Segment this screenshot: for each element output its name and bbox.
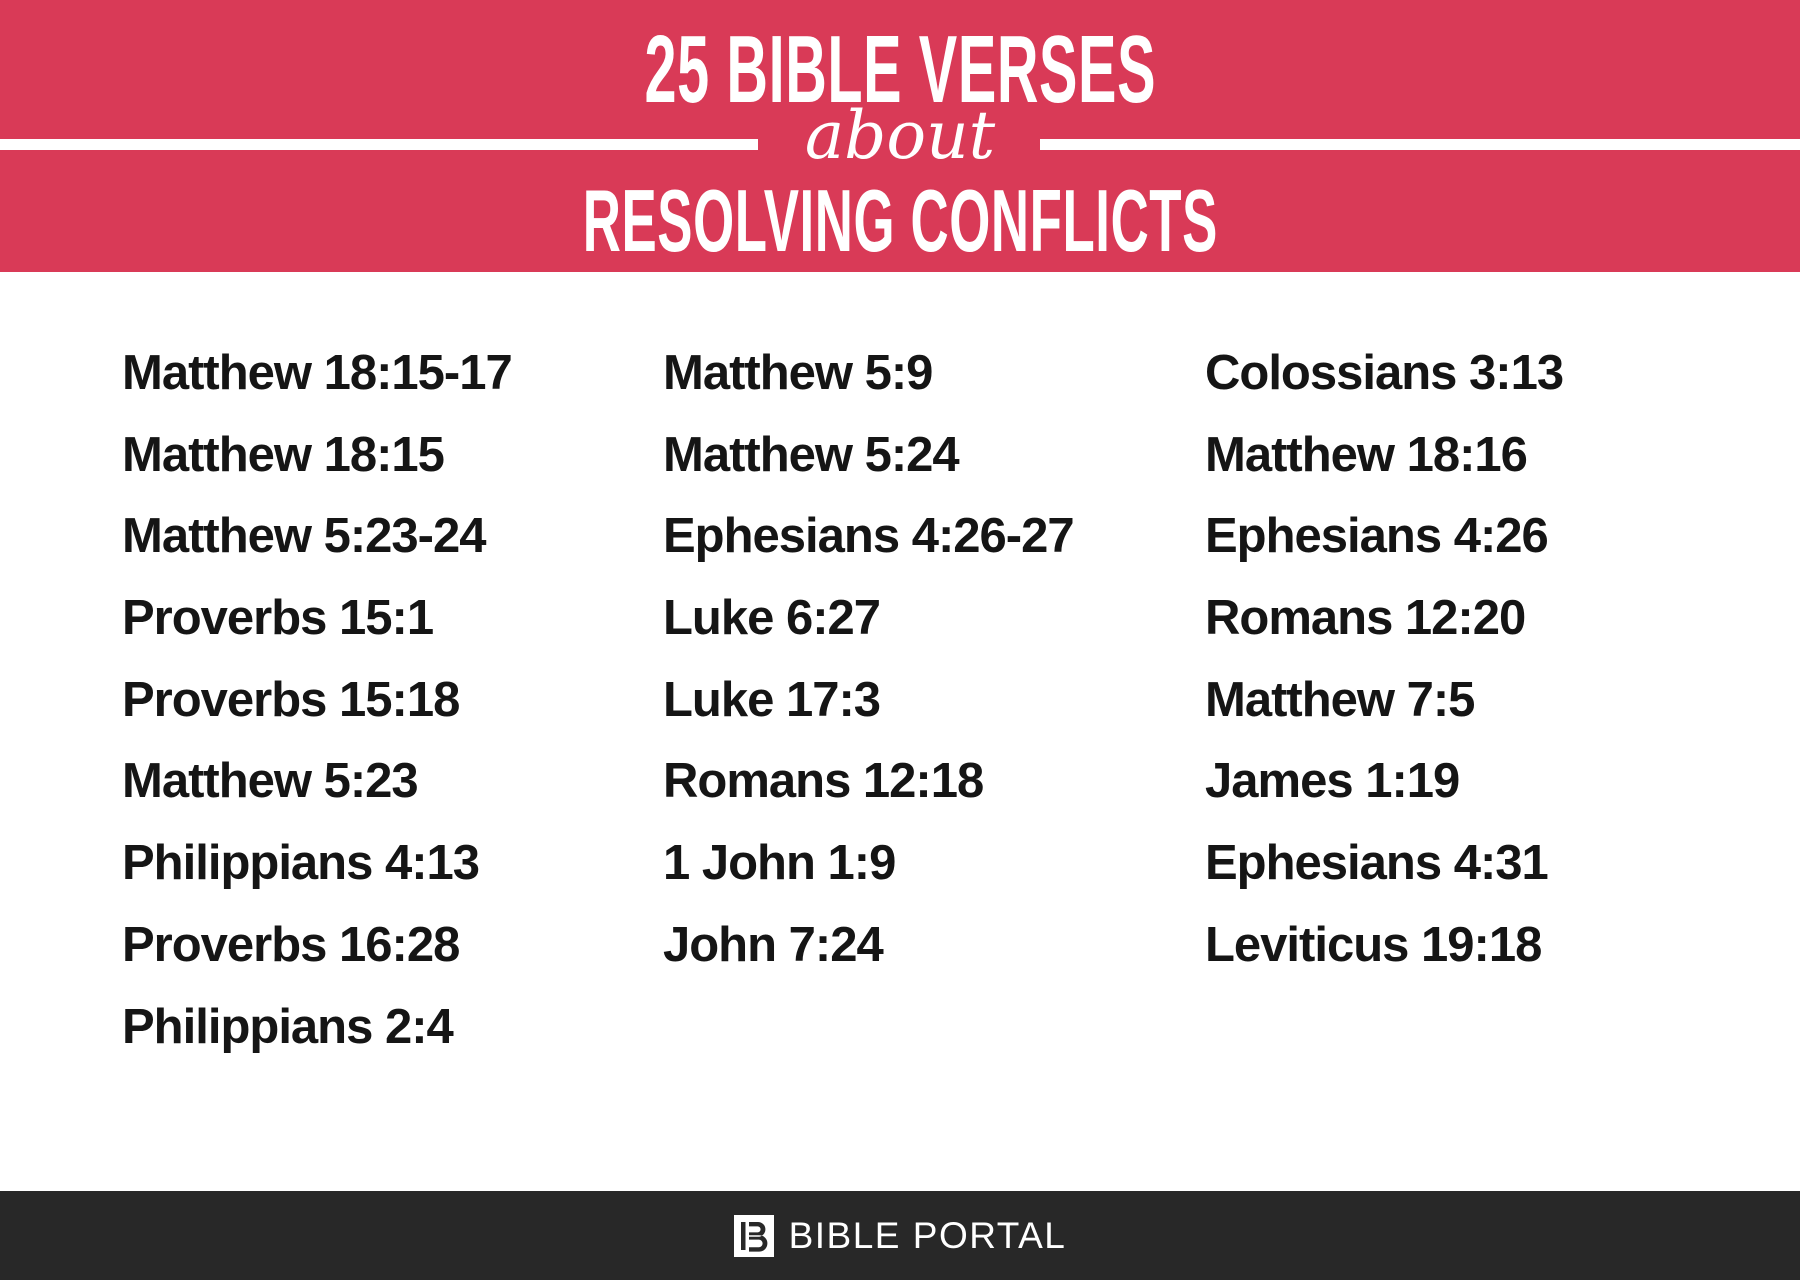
header-banner: 25 BIBLE VERSES about RESOLVING CONFLICT… (0, 0, 1800, 272)
verse-item: Proverbs 15:1 (122, 591, 434, 646)
verse-item: Proverbs 15:18 (122, 672, 460, 727)
bible-portal-logo-icon (733, 1214, 774, 1257)
verse-item: Matthew 18:16 (1205, 427, 1528, 482)
verse-item: Leviticus 19:18 (1205, 917, 1542, 972)
page-title-connector: about (804, 97, 996, 174)
verse-item: 1 John 1:9 (663, 836, 896, 891)
divider-line-left (0, 139, 758, 150)
verse-item: Proverbs 16:28 (122, 917, 460, 972)
verse-item: Ephesians 4:26-27 (663, 509, 1075, 564)
verse-item: Matthew 5:23-24 (122, 509, 487, 564)
verse-item: James 1:19 (1205, 754, 1460, 809)
verse-item: Romans 12:20 (1205, 591, 1526, 646)
page-title-topic-text: RESOLVING CONFLICTS (582, 171, 1218, 270)
page-title-count-text: 25 BIBLE VERSES (644, 16, 1156, 123)
verse-item: Ephesians 4:26 (1205, 509, 1549, 564)
verse-item: Luke 17:3 (663, 672, 881, 727)
verse-item: John 7:24 (663, 917, 884, 972)
verse-column-2: Matthew 5:9 Matthew 5:24 Ephesians 4:26-… (663, 333, 1203, 987)
verse-item: Matthew 5:23 (122, 754, 419, 809)
verse-item: Philippians 4:13 (122, 836, 480, 891)
verse-item: Matthew 18:15 (122, 427, 445, 482)
brand-name: BIBLE PORTAL (788, 1214, 1067, 1256)
verse-column-3: Colossians 3:13 Matthew 18:16 Ephesians … (1205, 333, 1745, 987)
verse-item: Matthew 5:9 (663, 346, 933, 400)
verse-item: Matthew 18:15-17 (122, 346, 513, 400)
footer-bar: BIBLE PORTAL (0, 1191, 1800, 1280)
verse-item: Romans 12:18 (663, 754, 984, 809)
page-title-count: 25 BIBLE VERSES (0, 22, 1800, 118)
verse-column-1: Matthew 18:15-17 Matthew 18:15 Matthew 5… (122, 333, 662, 1068)
verse-item: Luke 6:27 (663, 591, 881, 646)
divider-line-right (1040, 139, 1800, 150)
verse-item: Colossians 3:13 (1205, 346, 1564, 400)
verse-item: Matthew 7:5 (1205, 672, 1475, 727)
verse-item: Philippians 2:4 (122, 999, 454, 1054)
page-title-topic: RESOLVING CONFLICTS (0, 173, 1800, 269)
verse-item: Matthew 5:24 (663, 427, 960, 482)
verse-item: Ephesians 4:31 (1205, 836, 1549, 891)
